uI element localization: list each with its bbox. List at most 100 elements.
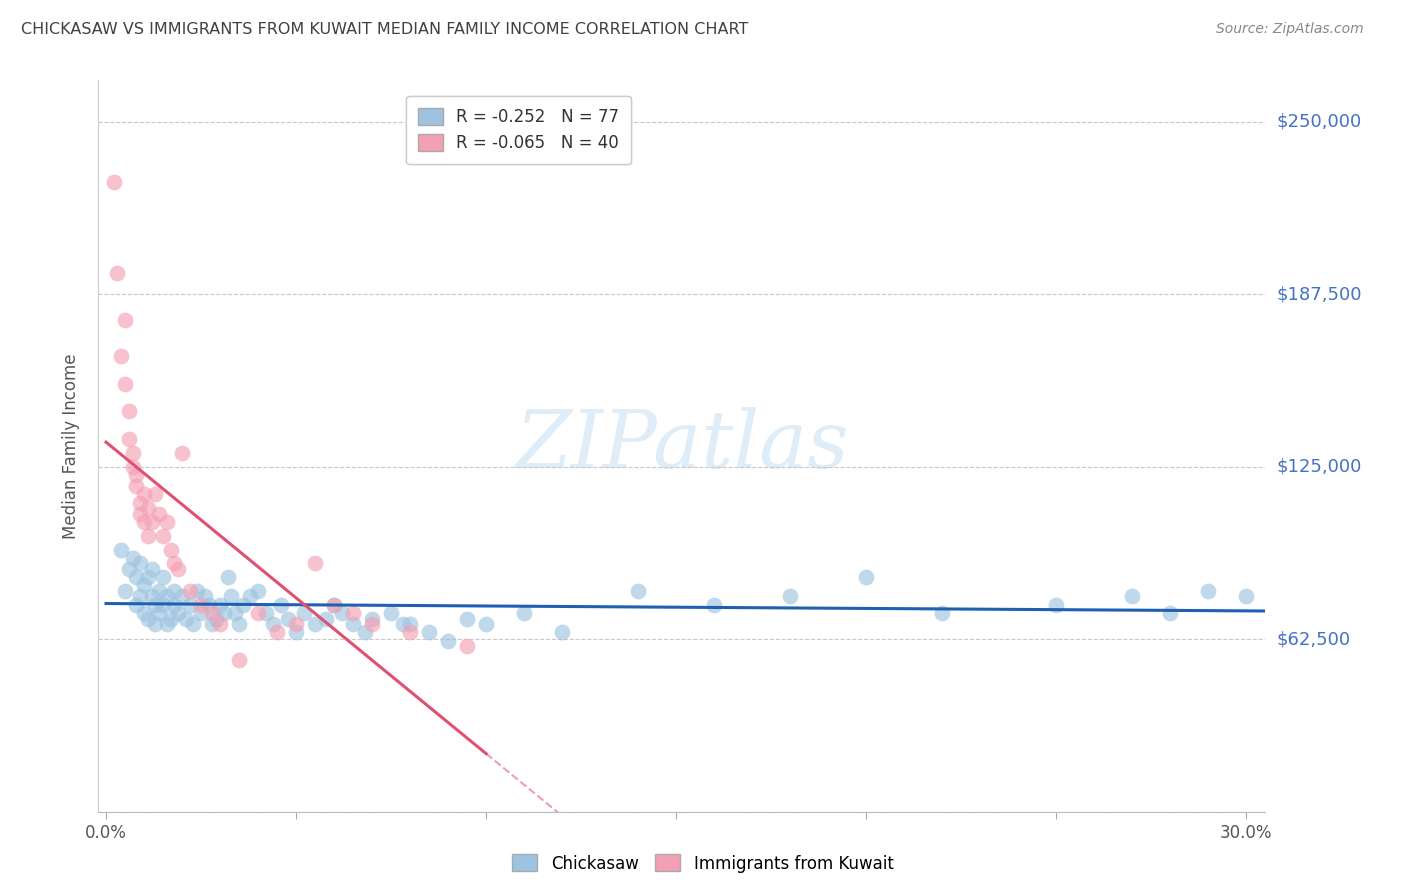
- Point: [224, 606, 246, 620]
- Point: [190, 606, 212, 620]
- Point: [148, 507, 170, 521]
- Point: [129, 557, 152, 571]
- Point: [114, 583, 136, 598]
- Point: [129, 507, 152, 521]
- Point: [304, 617, 326, 632]
- Point: [163, 557, 186, 571]
- Point: [361, 617, 384, 632]
- Point: [129, 590, 152, 604]
- Point: [159, 542, 181, 557]
- Point: [456, 611, 478, 625]
- Point: [330, 606, 353, 620]
- Point: [152, 570, 174, 584]
- Point: [855, 570, 877, 584]
- Point: [361, 611, 384, 625]
- Point: [141, 590, 163, 604]
- Point: [277, 611, 299, 625]
- Point: [194, 590, 217, 604]
- Point: [121, 446, 143, 460]
- Point: [209, 598, 232, 612]
- Point: [183, 617, 205, 632]
- Point: [399, 625, 422, 640]
- Point: [239, 590, 262, 604]
- Text: ZIPatlas: ZIPatlas: [515, 408, 849, 484]
- Point: [132, 578, 155, 592]
- Point: [136, 529, 159, 543]
- Point: [266, 625, 288, 640]
- Point: [323, 598, 346, 612]
- Point: [212, 606, 235, 620]
- Text: $187,500: $187,500: [1277, 285, 1362, 303]
- Point: [380, 606, 402, 620]
- Point: [148, 583, 170, 598]
- Point: [190, 598, 212, 612]
- Point: [1121, 590, 1143, 604]
- Point: [228, 617, 250, 632]
- Point: [342, 617, 364, 632]
- Point: [437, 633, 460, 648]
- Point: [418, 625, 440, 640]
- Point: [167, 562, 190, 576]
- Point: [247, 606, 270, 620]
- Point: [323, 598, 346, 612]
- Point: [125, 598, 148, 612]
- Point: [136, 611, 159, 625]
- Point: [136, 501, 159, 516]
- Point: [129, 495, 152, 509]
- Text: CHICKASAW VS IMMIGRANTS FROM KUWAIT MEDIAN FAMILY INCOME CORRELATION CHART: CHICKASAW VS IMMIGRANTS FROM KUWAIT MEDI…: [21, 22, 748, 37]
- Point: [247, 583, 270, 598]
- Text: Source: ZipAtlas.com: Source: ZipAtlas.com: [1216, 22, 1364, 37]
- Point: [342, 606, 364, 620]
- Point: [132, 606, 155, 620]
- Point: [217, 570, 239, 584]
- Point: [132, 515, 155, 529]
- Point: [170, 446, 193, 460]
- Point: [163, 583, 186, 598]
- Point: [145, 598, 167, 612]
- Point: [209, 617, 232, 632]
- Point: [551, 625, 574, 640]
- Point: [456, 639, 478, 653]
- Point: [304, 557, 326, 571]
- Point: [145, 487, 167, 501]
- Point: [1197, 583, 1219, 598]
- Y-axis label: Median Family Income: Median Family Income: [62, 353, 80, 539]
- Point: [221, 590, 243, 604]
- Point: [121, 550, 143, 565]
- Point: [931, 606, 953, 620]
- Point: [132, 487, 155, 501]
- Point: [292, 606, 315, 620]
- Legend: Chickasaw, Immigrants from Kuwait: Chickasaw, Immigrants from Kuwait: [506, 847, 900, 880]
- Point: [152, 529, 174, 543]
- Point: [110, 542, 132, 557]
- Point: [121, 459, 143, 474]
- Text: $62,500: $62,500: [1277, 631, 1351, 648]
- Point: [114, 313, 136, 327]
- Point: [197, 598, 219, 612]
- Point: [186, 583, 208, 598]
- Point: [156, 515, 179, 529]
- Legend: R = -0.252   N = 77, R = -0.065   N = 40: R = -0.252 N = 77, R = -0.065 N = 40: [406, 96, 631, 164]
- Point: [1045, 598, 1067, 612]
- Point: [262, 617, 284, 632]
- Point: [205, 611, 228, 625]
- Point: [125, 467, 148, 482]
- Point: [399, 617, 422, 632]
- Point: [114, 376, 136, 391]
- Point: [156, 590, 179, 604]
- Point: [145, 617, 167, 632]
- Point: [159, 611, 181, 625]
- Point: [170, 590, 193, 604]
- Point: [107, 267, 129, 281]
- Point: [1159, 606, 1181, 620]
- Point: [141, 515, 163, 529]
- Point: [391, 617, 413, 632]
- Point: [179, 583, 201, 598]
- Point: [174, 611, 197, 625]
- Point: [201, 617, 224, 632]
- Point: [136, 570, 159, 584]
- Point: [315, 611, 337, 625]
- Point: [118, 562, 141, 576]
- Point: [103, 175, 125, 189]
- Point: [118, 432, 141, 446]
